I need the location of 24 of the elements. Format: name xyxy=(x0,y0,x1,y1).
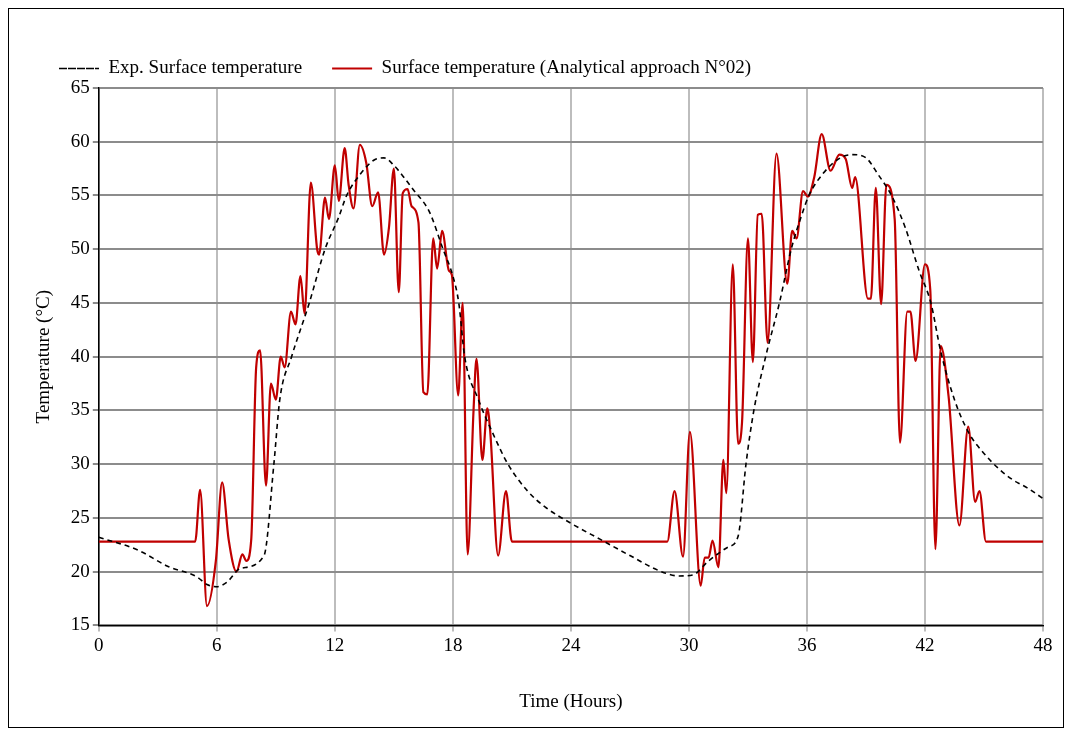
y-tick-label: 20 xyxy=(70,559,90,581)
x-tick-label: 6 xyxy=(212,633,222,655)
y-tick-label: 50 xyxy=(70,237,90,259)
x-tick-label: 18 xyxy=(443,633,463,655)
y-tick-label: 40 xyxy=(70,344,90,366)
y-tick-label: 65 xyxy=(70,75,90,97)
y-tick-label: 45 xyxy=(70,290,90,312)
x-axis-title: Time (Hours) xyxy=(519,689,623,712)
legend-label: Exp. Surface temperature xyxy=(108,56,303,78)
x-tick-label: 48 xyxy=(1033,633,1053,655)
y-tick-label: 15 xyxy=(70,613,90,635)
y-tick-label: 25 xyxy=(70,505,90,527)
y-tick-label: 60 xyxy=(70,129,90,151)
y-axis-title: Temperature (°C) xyxy=(32,290,55,424)
y-tick-label: 55 xyxy=(70,183,90,205)
x-tick-label: 24 xyxy=(561,633,581,655)
x-tick-label: 42 xyxy=(915,633,935,655)
x-tick-label: 12 xyxy=(325,633,345,655)
x-tick-label: 36 xyxy=(797,633,817,655)
x-tick-label: 30 xyxy=(679,633,699,655)
y-tick-label: 35 xyxy=(70,398,90,420)
x-tick-label: 0 xyxy=(94,633,104,655)
legend-label: Surface temperature (Analytical approach N°02) xyxy=(381,56,752,79)
y-tick-label: 30 xyxy=(70,452,90,474)
